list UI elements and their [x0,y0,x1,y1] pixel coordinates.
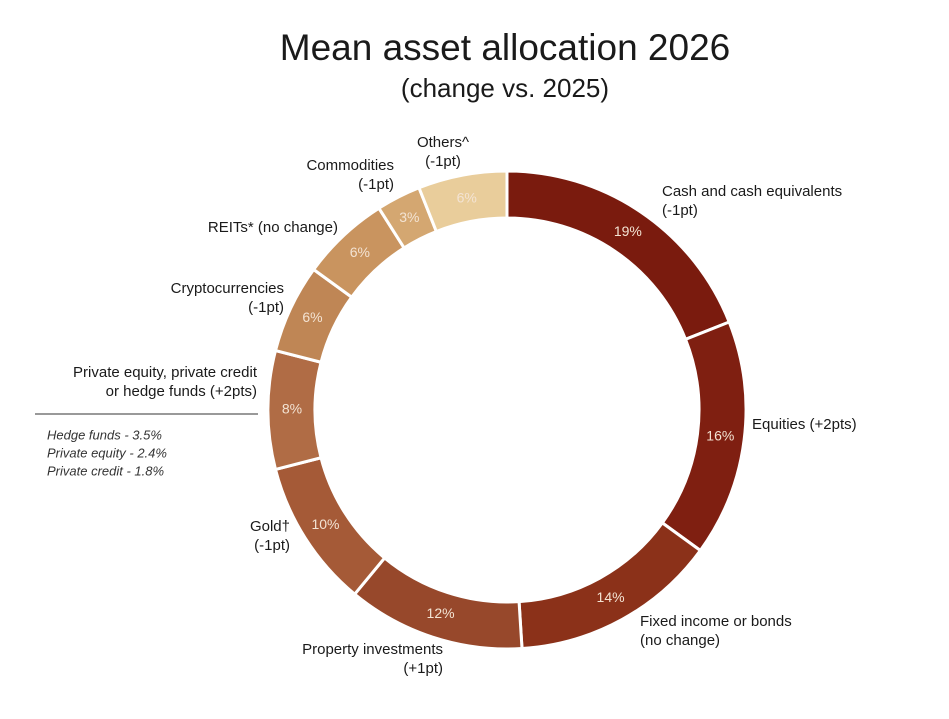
segment-label: Cryptocurrencies [171,280,284,297]
segment-label: or hedge funds (+2pts) [106,383,257,400]
segment-label: Cash and cash equivalents [662,183,842,200]
value-label: 8% [282,401,302,417]
segment-label: Gold† [250,518,290,535]
value-label: 6% [302,309,322,325]
note: Private equity - 2.4% [47,445,167,460]
note: Hedge funds - 3.5% [47,427,162,442]
segment-label: Property investments [302,641,443,658]
value-label: 19% [614,223,642,239]
segment-label: Commodities [306,157,394,174]
donut-segment [352,555,524,651]
value-label: 3% [399,209,419,225]
segment-label: (-1pt) [662,202,698,219]
segment-label: (+1pt) [403,660,443,677]
segment-label: (-1pt) [248,299,284,316]
donut-segment [417,169,509,234]
value-label: 6% [457,190,477,206]
value-label: 6% [350,244,370,260]
chart-subtitle: (change vs. 2025) [401,73,609,103]
value-label: 12% [427,605,455,621]
segment-label: (no change) [640,632,720,649]
value-label: 14% [597,589,625,605]
note: Private credit - 1.8% [47,463,164,478]
segment-label: Private equity, private credit [73,364,258,381]
value-label: 10% [311,516,339,532]
value-label: 16% [706,428,734,444]
chart-title: Mean asset allocation 2026 [280,27,730,68]
segment-label: Fixed income or bonds [640,613,792,630]
segment-label: (-1pt) [254,537,290,554]
segment-label: REITs* (no change) [208,219,338,236]
segment-label: (-1pt) [425,153,461,170]
segment-label: Others^ [417,134,469,151]
segment-label: Equities (+2pts) [752,416,857,433]
segment-label: (-1pt) [358,176,394,193]
